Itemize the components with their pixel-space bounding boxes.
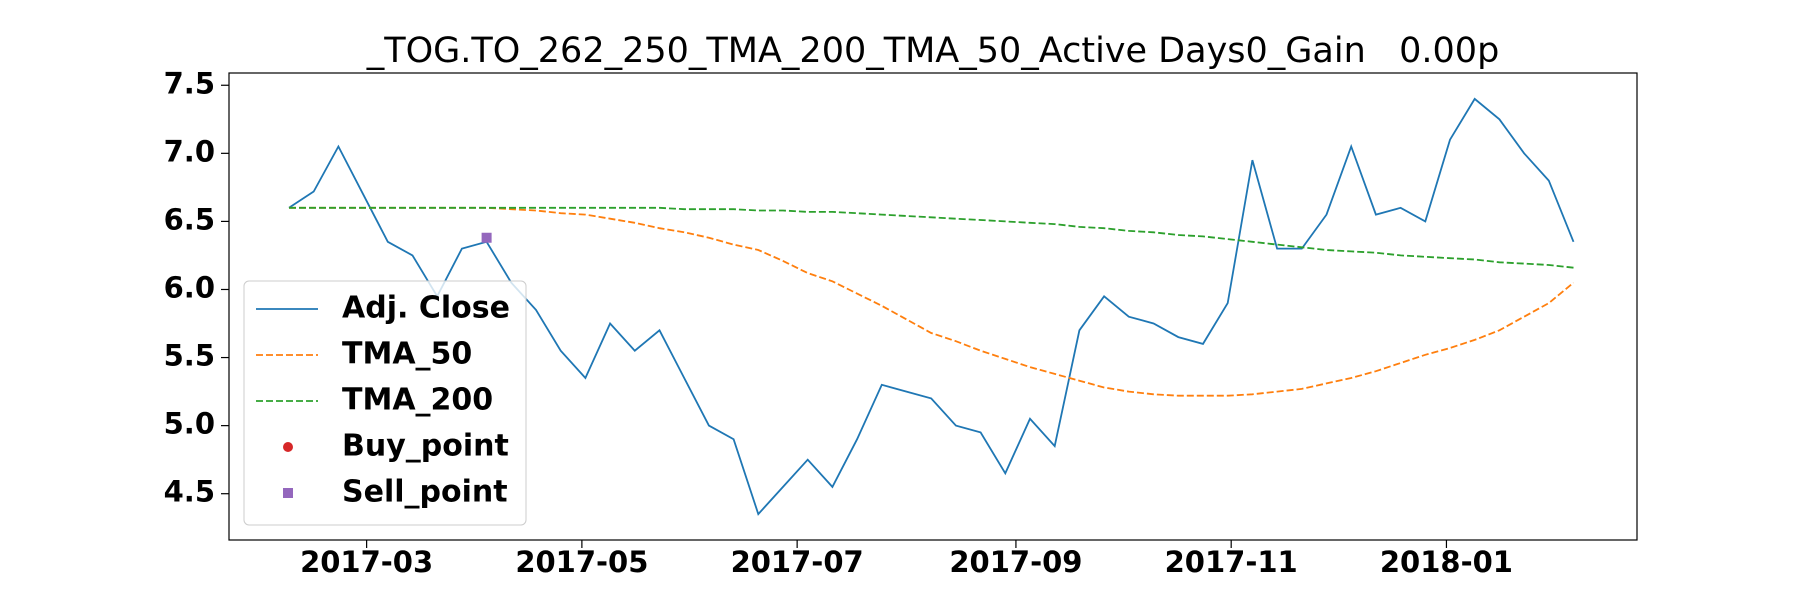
series-line bbox=[289, 206, 1575, 397]
y-tick-label: 7.0 bbox=[164, 134, 215, 168]
legend-marker bbox=[283, 488, 293, 498]
legend-label: Sell_point bbox=[342, 475, 508, 510]
y-tick-label: 5.0 bbox=[164, 407, 215, 441]
legend-label: TMA_200 bbox=[342, 383, 493, 418]
legend-label: Buy_point bbox=[342, 429, 509, 464]
series-line bbox=[289, 206, 1574, 269]
x-tick-label: 2017-03 bbox=[300, 545, 433, 579]
y-tick-label: 6.5 bbox=[164, 202, 215, 236]
legend-marker bbox=[283, 442, 293, 452]
y-tick-label: 7.5 bbox=[164, 66, 215, 100]
y-tick-label: 6.0 bbox=[164, 270, 215, 304]
legend-box bbox=[243, 280, 527, 526]
x-tick-label: 2018-01 bbox=[1380, 545, 1513, 579]
chart-title: _TOG.TO_262_250_TMA_200_TMA_50_Active Da… bbox=[366, 31, 1500, 71]
y-tick-label: 5.5 bbox=[164, 339, 215, 373]
legend-label: TMA_50 bbox=[342, 337, 472, 372]
x-tick-label: 2017-05 bbox=[515, 545, 648, 579]
legend-label: Adj. Close bbox=[342, 291, 510, 326]
x-tick-label: 2017-11 bbox=[1165, 545, 1298, 579]
sell-point bbox=[481, 232, 492, 243]
plot-frame bbox=[228, 72, 1638, 541]
y-tick-label: 4.5 bbox=[164, 475, 215, 509]
x-tick-label: 2017-07 bbox=[731, 545, 864, 579]
x-tick-label: 2017-09 bbox=[949, 545, 1082, 579]
series-line bbox=[288, 97, 1575, 516]
